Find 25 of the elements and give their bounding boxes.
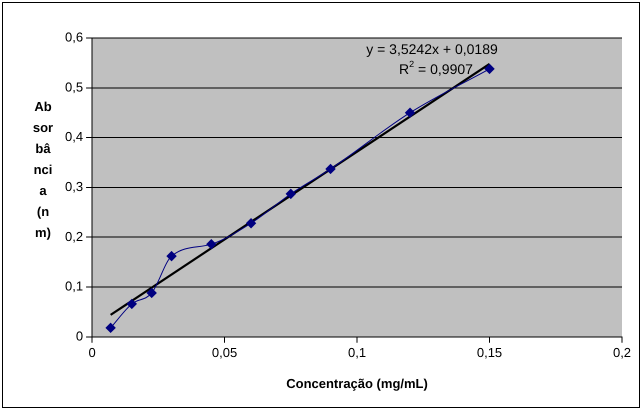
x-axis-title: Concentração (mg/mL) [286, 376, 428, 391]
y-tick-label: 0,6 [64, 30, 84, 45]
x-tick-label: 0,05 [212, 345, 238, 360]
y-tick-label: 0 [76, 328, 84, 344]
point [126, 298, 137, 309]
annotation: y = 3,5242x + 0,0189 [366, 41, 498, 57]
y-tick-label: 0,4 [64, 129, 84, 144]
x-tick-label: 0,1 [348, 345, 366, 360]
point [106, 322, 116, 333]
y-tick-label: 0,1 [64, 278, 84, 294]
point [484, 64, 495, 74]
point [206, 239, 216, 250]
x-tick-label: 0,2 [612, 345, 632, 360]
point [166, 251, 177, 262]
point [146, 288, 157, 298]
x-tick-label: 0,15 [476, 345, 502, 360]
y-tick-label: 0,3 [64, 178, 84, 194]
point [246, 218, 256, 228]
y-tick-label: 0,2 [64, 228, 84, 244]
y-axis-title: Absorbância (nm) [32, 98, 54, 242]
point [326, 164, 336, 174]
point [286, 188, 296, 199]
x-tick-label: 0 [88, 345, 96, 360]
y-tick-label: 0,5 [64, 79, 84, 94]
point [405, 108, 416, 118]
